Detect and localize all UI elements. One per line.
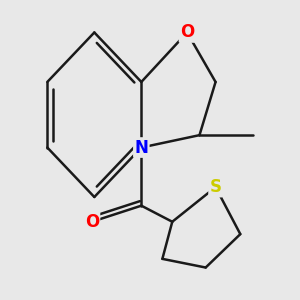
Text: O: O [85, 213, 99, 231]
Text: S: S [210, 178, 222, 196]
Text: N: N [134, 139, 148, 157]
Text: O: O [180, 23, 194, 41]
